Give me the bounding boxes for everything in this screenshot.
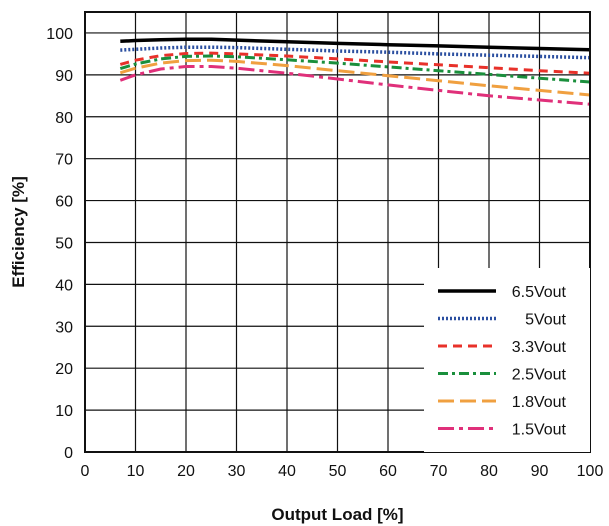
y-tick-label: 50: [55, 235, 73, 252]
x-tick-label: 20: [177, 463, 195, 480]
series-line: [120, 45, 591, 60]
y-tick-labels: 0 10 20 30 40 50 60 70 80 90 100: [46, 26, 73, 462]
y-tick-label: 100: [46, 26, 73, 43]
legend-label: 1.5Vout: [512, 422, 567, 439]
x-tick-label: 0: [81, 463, 90, 480]
y-tick-label: 60: [55, 194, 73, 211]
x-tick-label: 90: [531, 463, 549, 480]
legend: 6.5Vout 5Vout 3.3Vout 2.5Vout 1.8Vout 1.5Vout: [424, 268, 590, 452]
legend-box: [424, 268, 590, 452]
x-tick-label: 40: [278, 463, 296, 480]
y-tick-label: 20: [55, 361, 73, 378]
legend-label: 6.5Vout: [512, 284, 567, 301]
plot-frame: [84, 11, 591, 453]
legend-label: 2.5Vout: [512, 367, 567, 384]
y-tick-label: 10: [55, 403, 73, 420]
x-tick-label: 70: [430, 463, 448, 480]
x-axis-title: Output Load [%]: [271, 505, 403, 524]
series-lines: [119, 37, 591, 106]
y-tick-label: 30: [55, 319, 73, 336]
x-tick-label: 100: [577, 463, 604, 480]
series-line: [119, 65, 591, 106]
y-axis-title: Efficiency [%]: [9, 176, 28, 287]
series-line: [119, 51, 591, 75]
x-tick-label: 50: [329, 463, 347, 480]
y-tick-label: 80: [55, 110, 73, 127]
legend-label: 3.3Vout: [512, 339, 567, 356]
y-tick-label: 40: [55, 277, 73, 294]
legend-label: 1.8Vout: [512, 394, 567, 411]
x-tick-labels: 0 10 20 30 40 50 60 70 80 90 100: [81, 463, 604, 480]
series-line: [120, 37, 591, 52]
y-tick-label: 90: [55, 68, 73, 85]
series-line: [119, 54, 591, 84]
legend-label: 5Vout: [525, 312, 566, 329]
x-tick-label: 10: [127, 463, 145, 480]
y-tick-label: 0: [64, 445, 73, 462]
x-tick-label: 30: [228, 463, 246, 480]
x-tick-label: 80: [480, 463, 498, 480]
x-tick-label: 60: [379, 463, 397, 480]
series-line: [119, 58, 591, 97]
y-tick-label: 70: [55, 152, 73, 169]
